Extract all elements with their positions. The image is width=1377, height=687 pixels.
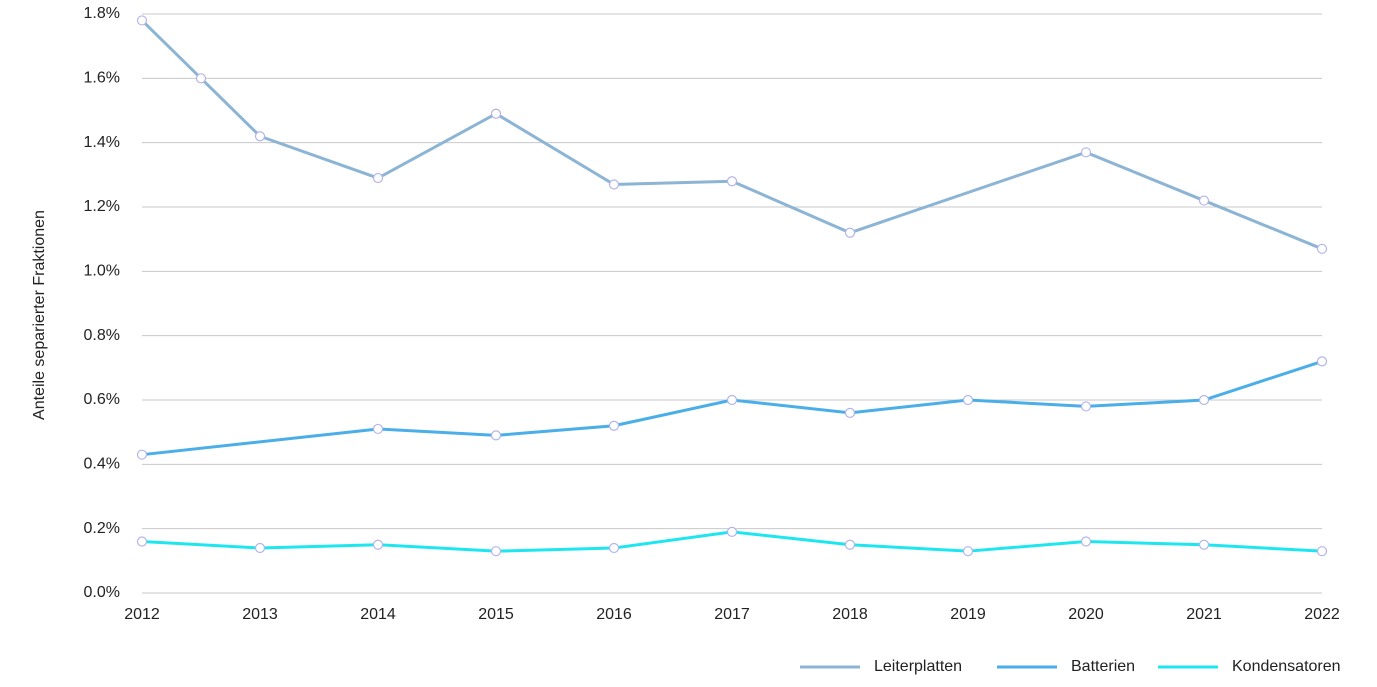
point (1316, 546, 1328, 557)
point (844, 407, 856, 418)
y-tick-label: 0.0% (84, 584, 120, 601)
legend-label: Leiterplatten (874, 658, 962, 675)
point (195, 73, 207, 84)
point (490, 430, 502, 441)
x-tick-label: 2019 (950, 606, 986, 623)
point (136, 536, 148, 547)
point (1198, 195, 1210, 206)
point (726, 526, 738, 537)
point (1198, 539, 1210, 550)
y-tick-label: 0.8% (84, 327, 120, 344)
y-tick-label: 1.8% (84, 5, 120, 22)
x-tick-label: 2022 (1304, 606, 1340, 623)
point (1316, 243, 1328, 254)
point (1080, 401, 1092, 412)
x-tick-label: 2015 (478, 606, 514, 623)
x-tick-label: 2021 (1186, 606, 1222, 623)
point (608, 420, 620, 431)
x-tick-label: 2012 (124, 606, 160, 623)
x-tick-label: 2016 (596, 606, 632, 623)
point (372, 539, 384, 550)
point (372, 423, 384, 435)
point (844, 539, 856, 550)
x-tick-label: 2014 (360, 606, 396, 623)
point (490, 546, 502, 557)
y-axis-label: Anteile separierter Fraktionen (31, 210, 48, 420)
point (490, 108, 502, 119)
x-tick-label: 2013 (242, 606, 278, 623)
y-tick-label: 0.4% (84, 456, 120, 473)
y-tick-label: 1.6% (84, 70, 120, 87)
y-tick-label: 1.4% (84, 134, 120, 151)
point (136, 15, 148, 26)
point (608, 179, 620, 190)
point (726, 394, 738, 406)
point (254, 542, 266, 554)
point (726, 176, 738, 187)
y-tick-label: 0.6% (84, 391, 120, 408)
y-tick-label: 1.2% (84, 198, 120, 215)
x-tick-label: 2020 (1068, 606, 1104, 623)
point (254, 131, 266, 142)
y-tick-label: 1.0% (84, 263, 120, 280)
x-tick-label: 2018 (832, 606, 868, 623)
point (1316, 356, 1328, 367)
legend-label: Batterien (1071, 658, 1135, 675)
point (1080, 536, 1092, 547)
series-line (140, 19, 1323, 251)
point (962, 394, 974, 406)
legend-label: Kondensatoren (1232, 658, 1341, 675)
x-tick-label: 2017 (714, 606, 750, 623)
point (1198, 394, 1210, 406)
point (1080, 147, 1092, 158)
point (372, 172, 384, 184)
point (136, 449, 148, 460)
series-line (141, 359, 1323, 457)
y-tick-label: 0.2% (84, 520, 120, 537)
point (844, 227, 856, 238)
point (962, 546, 974, 557)
point (608, 542, 620, 554)
